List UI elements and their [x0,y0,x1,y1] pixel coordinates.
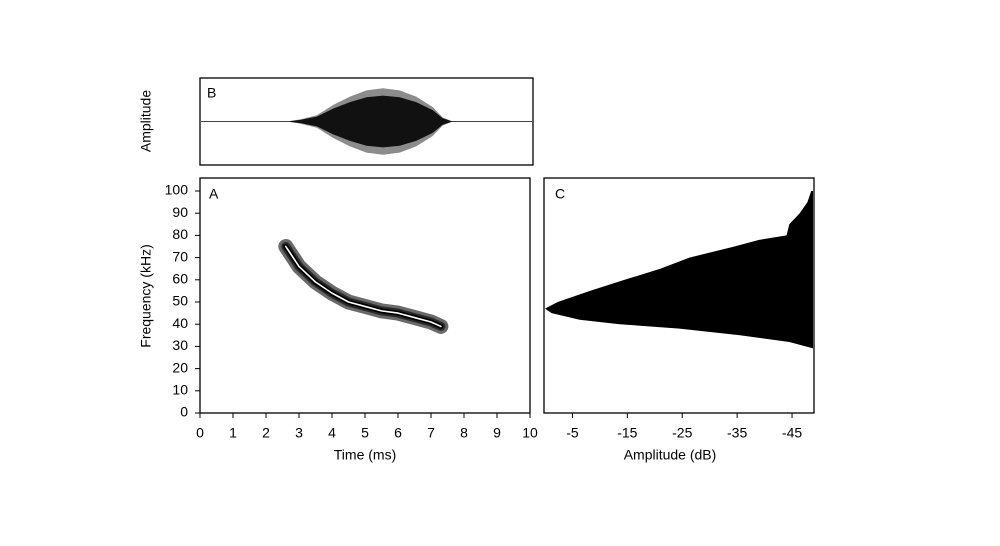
x-tick-label: -15 [617,425,637,441]
x-tick-label: 10 [522,425,538,441]
y-axis-label: Frequency (kHz) [138,244,154,347]
x-tick-label: -35 [727,425,747,441]
x-tick-label: -45 [782,425,802,441]
y-tick-label: 40 [172,315,188,331]
x-axis-label: Amplitude (dB) [624,447,717,463]
waveform-core [287,95,453,148]
y-tick-label: 50 [172,293,188,309]
spectrum-area [545,191,814,349]
x-tick-label: 3 [295,425,303,441]
y-tick-label: 70 [172,248,188,264]
x-tick-label: 4 [328,425,336,441]
y-tick-label: 10 [172,382,188,398]
panel-label: B [207,85,216,101]
x-tick-label: -25 [672,425,692,441]
panel-label: A [209,186,219,202]
panel-label: C [555,186,565,202]
y-tick-label: 100 [165,182,189,198]
x-tick-label: 0 [196,425,204,441]
spectrogram-ridge [281,242,446,331]
panel-a-frame [199,177,531,414]
panel-c-frame [543,177,815,414]
x-axis-label: Time (ms) [334,447,396,463]
x-tick-label: 5 [361,425,369,441]
y-tick-label: 80 [172,226,188,242]
panel-b-frame [199,77,534,166]
x-tick-label: 1 [229,425,237,441]
x-tick-label: 6 [394,425,402,441]
x-tick-label: 2 [262,425,270,441]
x-tick-label: 9 [493,425,501,441]
x-tick-label: -5 [566,425,579,441]
x-tick-label: 8 [460,425,468,441]
x-tick-label: 7 [427,425,435,441]
y-axis-label: Amplitude [138,90,154,152]
spectrogram-ridge [285,245,442,328]
y-tick-label: 20 [172,359,188,375]
y-tick-label: 30 [172,337,188,353]
y-tick-label: 60 [172,271,188,287]
y-tick-label: 90 [172,204,188,220]
y-tick-label: 0 [180,404,188,420]
